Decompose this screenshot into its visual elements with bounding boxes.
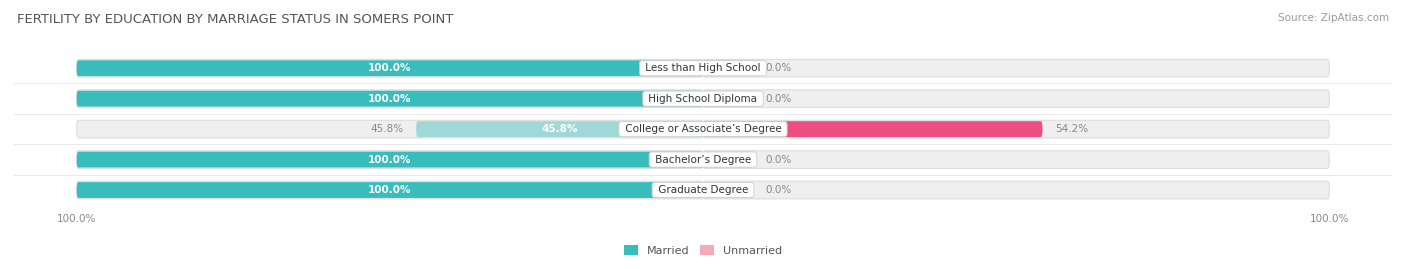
Text: Less than High School: Less than High School <box>643 63 763 73</box>
Text: 100.0%: 100.0% <box>368 94 412 104</box>
FancyBboxPatch shape <box>703 121 1042 137</box>
FancyBboxPatch shape <box>77 60 703 76</box>
Text: 0.0%: 0.0% <box>766 155 792 165</box>
Text: College or Associate’s Degree: College or Associate’s Degree <box>621 124 785 134</box>
FancyBboxPatch shape <box>77 151 703 168</box>
Text: High School Diploma: High School Diploma <box>645 94 761 104</box>
Text: 45.8%: 45.8% <box>371 124 404 134</box>
FancyBboxPatch shape <box>77 59 703 77</box>
Text: 54.2%: 54.2% <box>1054 124 1088 134</box>
FancyBboxPatch shape <box>703 151 1329 168</box>
Text: 0.0%: 0.0% <box>766 185 792 195</box>
Text: 0.0%: 0.0% <box>766 63 792 73</box>
FancyBboxPatch shape <box>77 181 703 199</box>
FancyBboxPatch shape <box>703 91 754 107</box>
FancyBboxPatch shape <box>703 182 754 198</box>
Text: Bachelor’s Degree: Bachelor’s Degree <box>652 155 754 165</box>
FancyBboxPatch shape <box>703 59 1329 77</box>
FancyBboxPatch shape <box>77 152 703 168</box>
FancyBboxPatch shape <box>703 60 754 76</box>
FancyBboxPatch shape <box>703 152 754 168</box>
FancyBboxPatch shape <box>703 120 1329 138</box>
Text: 0.0%: 0.0% <box>766 94 792 104</box>
Text: 100.0%: 100.0% <box>368 155 412 165</box>
FancyBboxPatch shape <box>77 90 703 108</box>
FancyBboxPatch shape <box>703 181 1329 199</box>
FancyBboxPatch shape <box>703 90 1329 108</box>
FancyBboxPatch shape <box>77 120 703 138</box>
Text: FERTILITY BY EDUCATION BY MARRIAGE STATUS IN SOMERS POINT: FERTILITY BY EDUCATION BY MARRIAGE STATU… <box>17 13 453 26</box>
Text: 100.0%: 100.0% <box>368 63 412 73</box>
Text: Graduate Degree: Graduate Degree <box>655 185 751 195</box>
Legend: Married, Unmarried: Married, Unmarried <box>624 246 782 256</box>
Text: 45.8%: 45.8% <box>541 124 578 134</box>
FancyBboxPatch shape <box>77 182 703 198</box>
Text: 100.0%: 100.0% <box>368 185 412 195</box>
Text: Source: ZipAtlas.com: Source: ZipAtlas.com <box>1278 13 1389 23</box>
FancyBboxPatch shape <box>77 91 703 107</box>
FancyBboxPatch shape <box>416 121 703 137</box>
